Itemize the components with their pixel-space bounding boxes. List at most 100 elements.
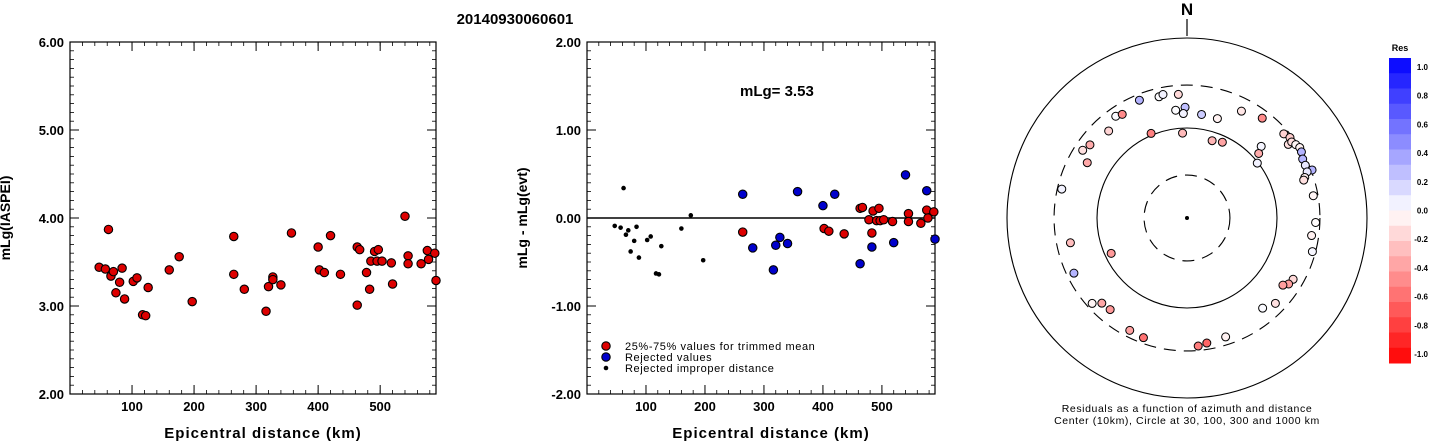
y-tick-label: 3.00 — [39, 299, 64, 314]
improper-point — [656, 272, 662, 277]
data-point — [361, 267, 372, 278]
residual-point — [1057, 184, 1067, 194]
colorbar-swatch — [1389, 149, 1411, 166]
data-point — [319, 267, 330, 278]
colorbar-swatch — [1389, 73, 1411, 89]
improper-point — [631, 238, 637, 244]
residual-point — [1221, 332, 1231, 342]
data-point — [229, 269, 239, 280]
data-point — [377, 256, 387, 266]
data-point — [400, 211, 410, 221]
residual-point — [1138, 333, 1148, 343]
accepted-point — [824, 226, 834, 236]
data-point — [431, 275, 441, 286]
colorbar-label: -0.2 — [1414, 235, 1428, 244]
y-tick-label: 5.00 — [39, 123, 64, 138]
data-point — [387, 279, 398, 289]
x-axis-label: Epicentral distance (km) — [164, 425, 361, 441]
data-point — [335, 269, 346, 280]
panel-mlg-iaspei: 2.00 3.00 4.00 5.00 6.00 100 200 300 400 500 mLg(… — [0, 35, 441, 441]
caption-line-2: Center (10km), Circle at 30, 100, 300 an… — [1054, 415, 1320, 427]
y-axis-label: mLg(IASPEI) — [0, 176, 13, 261]
colorbar-swatch — [1389, 271, 1411, 288]
y-tick-label: 2.00 — [556, 35, 581, 50]
north-label: N — [1181, 0, 1193, 19]
y-axis-label: mLg - mLg(evt) — [514, 167, 530, 268]
panel-azimuth-residuals: N Residuals as a function of azimuth and… — [1006, 0, 1429, 427]
colorbar-label: 0.6 — [1417, 120, 1429, 129]
rejected-point — [782, 238, 793, 249]
rejected-point — [747, 243, 758, 253]
range-ring-100km — [1096, 127, 1278, 309]
data-point — [117, 263, 127, 273]
accepted-point — [916, 218, 926, 229]
rejected-point — [900, 170, 911, 180]
colorbar-swatch — [1389, 347, 1411, 364]
residual-point — [1278, 280, 1288, 290]
residual-point — [1178, 128, 1188, 138]
data-point — [263, 281, 274, 292]
data-point — [416, 259, 426, 269]
page-title: 20140930060601 — [457, 11, 574, 28]
rejected-point — [768, 265, 779, 275]
accepted-point — [923, 213, 933, 223]
residual-point — [1105, 305, 1115, 315]
x-tick-label: 500 — [369, 399, 391, 414]
legend-marker — [601, 352, 611, 362]
residual-point — [1258, 303, 1268, 313]
residual-point — [1106, 248, 1116, 258]
rejected-point — [770, 240, 781, 251]
x-tick-label: 500 — [871, 399, 893, 414]
colorbar-swatch — [1389, 225, 1411, 242]
caption-line-1: Residuals as a function of azimuth and d… — [1062, 403, 1313, 415]
residual-point — [1087, 298, 1097, 308]
x-tick-label: 200 — [694, 399, 716, 414]
data-point — [239, 284, 250, 295]
panel-mlg-residual: -2.00 -1.00 0.00 1.00 2.00 100 200 300 400 500 mL… — [514, 35, 940, 441]
colorbar-swatch — [1389, 180, 1411, 196]
residual-point — [1307, 231, 1317, 241]
colorbar-label: 0.2 — [1417, 178, 1429, 187]
accepted-point — [874, 203, 884, 214]
data-point — [403, 259, 413, 269]
colorbar-swatch — [1389, 58, 1411, 74]
improper-point — [688, 213, 694, 218]
improper-point — [700, 257, 706, 263]
x-tick-label: 300 — [245, 399, 267, 414]
rejected-point — [775, 232, 785, 243]
data-point — [100, 264, 111, 274]
residual-point — [1078, 145, 1088, 155]
legend-marker — [601, 341, 611, 351]
residual-point — [1257, 113, 1267, 123]
data-point — [164, 265, 175, 275]
legend-label: 25%-75% values for trimmed mean — [625, 341, 815, 353]
data-point — [132, 273, 142, 283]
residual-point — [1311, 217, 1321, 227]
colorbar-label: -0.8 — [1414, 321, 1428, 330]
rejected-point — [818, 200, 828, 211]
colorbar-label: 0.0 — [1417, 207, 1429, 216]
y-tick-label: -1.00 — [551, 299, 581, 314]
colorbar-swatch — [1389, 302, 1411, 318]
residual-point — [1296, 147, 1306, 157]
improper-point — [679, 226, 684, 231]
data-point — [140, 310, 151, 321]
data-point — [430, 248, 440, 258]
x-axis-label: Epicentral distance (km) — [672, 425, 869, 441]
residual-point — [1125, 325, 1135, 335]
data-point — [261, 306, 271, 317]
x-tick-label: 100 — [121, 399, 143, 414]
rejected-point — [737, 189, 748, 199]
residual-point — [1097, 298, 1107, 308]
data-point — [352, 300, 362, 310]
accepted-point — [929, 207, 939, 217]
accepted-point — [864, 215, 874, 225]
rejected-point — [930, 234, 940, 244]
y-tick-label: 1.00 — [556, 123, 581, 138]
y-tick-label: -2.00 — [551, 387, 581, 402]
data-point — [114, 277, 125, 287]
y-tick-label: 6.00 — [39, 35, 64, 50]
improper-point — [628, 249, 633, 254]
data-point — [174, 251, 184, 262]
accepted-point — [737, 227, 748, 237]
